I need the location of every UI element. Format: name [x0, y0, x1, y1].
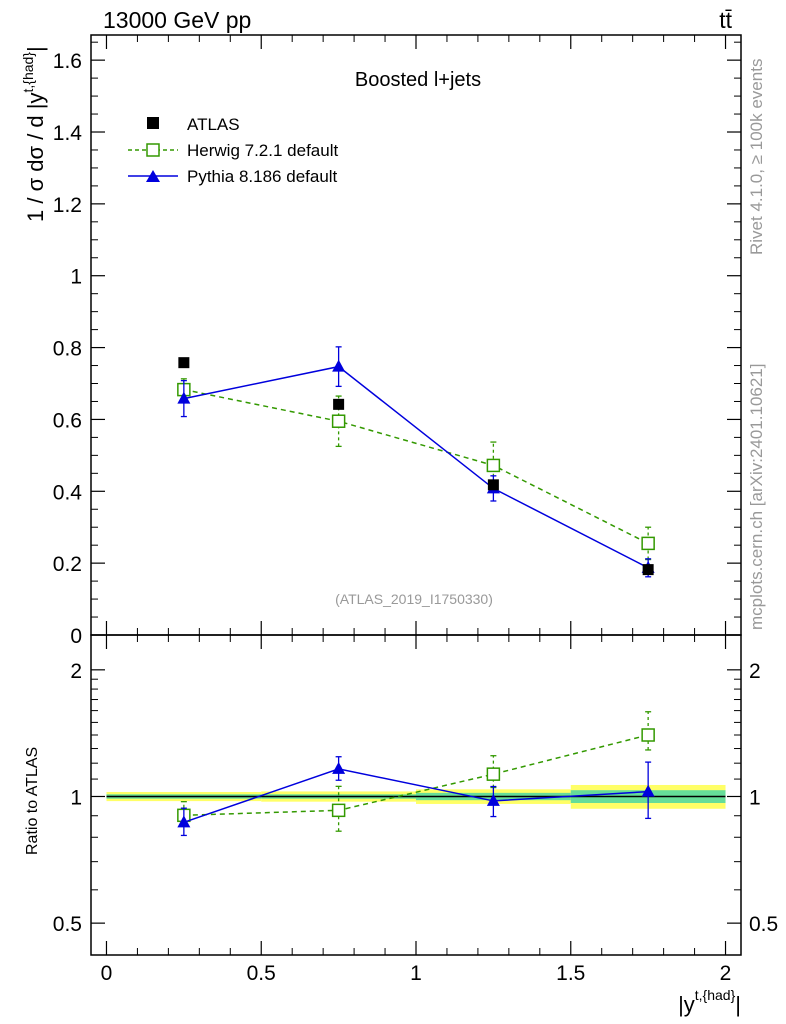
main-title: Boosted l+jets [355, 69, 481, 91]
legend-atlas-label: ATLAS [187, 115, 240, 134]
reference-id-label: (ATLAS_2019_I1750330) [335, 591, 493, 607]
ratio-pythia-line [183, 768, 649, 824]
ratio-ytick-label-right: 2 [749, 660, 761, 683]
ratio-pythia-point [332, 761, 346, 774]
main-ytick-label: 0.6 [53, 409, 82, 432]
ratio-ytick-label: 2 [70, 660, 82, 683]
ratio-ytick-label: 1 [70, 786, 82, 809]
mcplots-side-label: mcplots.cern.ch [arXiv:2401.10621] [747, 364, 766, 630]
ratio-pythia-point [486, 793, 500, 806]
main-panel: 0 0.2 0.4 0.6 0.8 1 1.2 1.4 1.6 Boosted l+jets (… [20, 34, 742, 648]
pythia-point [332, 359, 346, 372]
atlas-point [178, 357, 190, 369]
ratio-ylabel: Ratio to ATLAS [24, 747, 41, 855]
xtick-label: 2 [720, 962, 732, 985]
xlabel-main: |y [678, 992, 695, 1017]
xtick-label: 1.5 [556, 962, 585, 985]
atlas-point [487, 479, 499, 491]
main-ytick-label: 0.8 [53, 338, 82, 361]
main-ylabel-sup: t,{had} [20, 52, 36, 93]
legend-herwig-label: Herwig 7.2.1 default [187, 141, 338, 160]
legend-pythia-label: Pythia 8.186 default [187, 167, 338, 186]
ratio-pythia-point [641, 784, 655, 797]
ratio-panel: 0.5 0.5 1 1 2 2 0 0.5 1 1.5 2 Ratio to ATLAS |yt,{… [24, 634, 778, 1017]
xlabel-tail: | [735, 992, 741, 1017]
ratio-ytick-label-right: 1 [749, 786, 761, 809]
main-ytick-label: 1 [70, 266, 82, 289]
ratio-pythia-point [177, 815, 191, 828]
xtick-label: 0.5 [247, 962, 276, 985]
herwig-point [331, 414, 346, 428]
ratio-herwig-point [641, 728, 655, 742]
atlas-point [642, 564, 654, 576]
main-ylabel-tail: | [23, 46, 48, 52]
main-ylabel: 1 / σ dσ / d |yt,{had}| [20, 46, 48, 222]
main-ylabel-main: 1 / σ dσ / d |y [23, 93, 48, 222]
ratio-ytick-label: 0.5 [53, 913, 82, 936]
ratio-ticks: 0.5 0.5 1 1 2 2 0 0.5 1 1.5 2 [53, 635, 778, 985]
ratio-marks [106, 711, 726, 837]
header-right-label: tt̄ [719, 7, 732, 33]
pythia-line [183, 365, 649, 569]
legend-atlas-marker [147, 117, 159, 129]
xlabel: |yt,{had}| [678, 987, 741, 1017]
atlas-point [333, 398, 345, 410]
legend-herwig-marker [146, 143, 160, 157]
header-left-label: 13000 GeV pp [103, 7, 251, 33]
main-ytick-label: 0.4 [53, 481, 83, 504]
main-ytick-label: 1.2 [53, 194, 82, 217]
xtick-label: 1 [410, 962, 422, 985]
herwig-point [641, 536, 655, 551]
main-ytick-label: 1.4 [53, 122, 83, 145]
main-ytick-label: 0 [70, 625, 82, 648]
ratio-ytick-label-right: 0.5 [749, 913, 778, 936]
rivet-side-label: Rivet 4.1.0, ≥ 100k events [747, 59, 766, 255]
pythia-point [177, 391, 191, 404]
main-marks [177, 346, 655, 578]
ratio-herwig-point [486, 767, 501, 781]
main-ytick-label: 1.6 [53, 50, 82, 73]
ratio-herwig-line [183, 734, 649, 817]
herwig-line [183, 388, 649, 545]
herwig-point [486, 458, 501, 473]
xlabel-sup: t,{had} [695, 987, 736, 1003]
ratio-herwig-point [331, 803, 346, 818]
legend-pythia-marker [146, 170, 160, 182]
legend: ATLAS Herwig 7.2.1 default Pythia 8.186 … [128, 115, 338, 186]
main-ytick-label: 0.2 [53, 553, 82, 576]
xtick-label: 0 [101, 962, 113, 985]
main-ticks: 0 0.2 0.4 0.6 0.8 1 1.2 1.4 1.6 [53, 35, 741, 648]
